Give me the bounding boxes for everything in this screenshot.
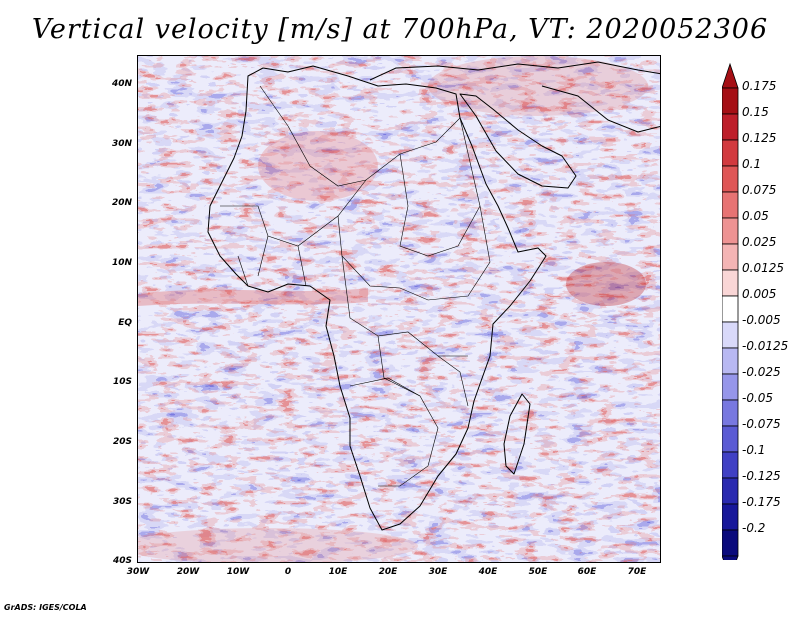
velocity-map [137,55,661,563]
colorbar-label-0.15: 0.15 [742,105,769,119]
colorbar-box-10 [722,347,739,375]
colorbar-box-12 [722,399,739,427]
colorbar-box-14 [722,451,739,479]
colorbar-box-0 [722,87,739,115]
colorbar-label-0.0125: 0.0125 [742,261,784,275]
colorbar-box-8 [722,295,739,323]
colorbar-label-neg0.125: -0.125 [742,469,781,483]
lat-label-30s: 30S [112,497,132,507]
colorbar-arrow-top [722,62,739,89]
colorbar-label-neg0.05: -0.05 [742,391,774,405]
colorbar-arrow-bottom [722,555,739,560]
lon-label-0: 0 [284,567,292,577]
lon-label-60e: 60E [577,567,597,577]
lon-label-30w: 30W [126,567,150,577]
colorbar-label-neg0.175: -0.175 [742,495,781,509]
lon-label-20w: 20W [176,567,200,577]
colorbar-box-2 [722,139,739,167]
lon-label-10e: 10E [328,567,348,577]
colorbar-box-4 [722,191,739,219]
colorbar-box-9 [722,321,739,349]
colorbar-label-neg0.2: -0.2 [742,521,766,535]
colorbar-label-0.025: 0.025 [742,235,777,249]
colorbar [722,62,739,560]
lat-label-10n: 10N [111,258,132,268]
colorbar-label-0.175: 0.175 [742,79,777,93]
lat-label-20s: 20S [112,437,132,447]
colorbar-box-5 [722,217,739,245]
colorbar-box-7 [722,269,739,297]
colorbar-label-0.125: 0.125 [742,131,777,145]
map-title: Vertical velocity [m/s] at 700hPa, VT: 2… [31,14,769,45]
lon-label-10w: 10W [226,567,250,577]
colorbar-label-neg0.075: -0.075 [742,417,781,431]
colorbar-label-0.05: 0.05 [742,209,769,223]
colorbar-box-17 [722,529,739,557]
lon-label-20e: 20E [378,567,398,577]
colorbar-label-0.075: 0.075 [742,183,777,197]
lat-label-10s: 10S [112,377,132,387]
colorbar-label-neg0.1: -0.1 [742,443,766,457]
grads-credit: GrADS: IGES/COLA [4,603,87,612]
colorbar-label-neg0.025: -0.025 [742,365,781,379]
colorbar-label-0.005: 0.005 [742,287,777,301]
colorbar-box-11 [722,373,739,401]
colorbar-box-13 [722,425,739,453]
colorbar-label-neg0.0125: -0.0125 [742,339,789,353]
lat-label-20n: 20N [111,198,132,208]
lon-label-30e: 30E [428,567,448,577]
colorbar-box-3 [722,165,739,193]
colorbar-label-0.1: 0.1 [742,157,762,171]
lon-label-50e: 50E [528,567,548,577]
lat-label-40n: 40N [111,79,132,89]
colorbar-box-15 [722,477,739,505]
velocity-field [138,56,660,562]
lat-label-30n: 30N [111,139,132,149]
lon-label-70e: 70E [627,567,647,577]
lat-label-40s: 40S [112,556,132,566]
colorbar-box-16 [722,503,739,531]
colorbar-label-neg0.005: -0.005 [742,313,781,327]
colorbar-box-1 [722,113,739,141]
lon-label-40e: 40E [478,567,498,577]
lat-label-eq: EQ [118,318,132,328]
colorbar-box-6 [722,243,739,271]
